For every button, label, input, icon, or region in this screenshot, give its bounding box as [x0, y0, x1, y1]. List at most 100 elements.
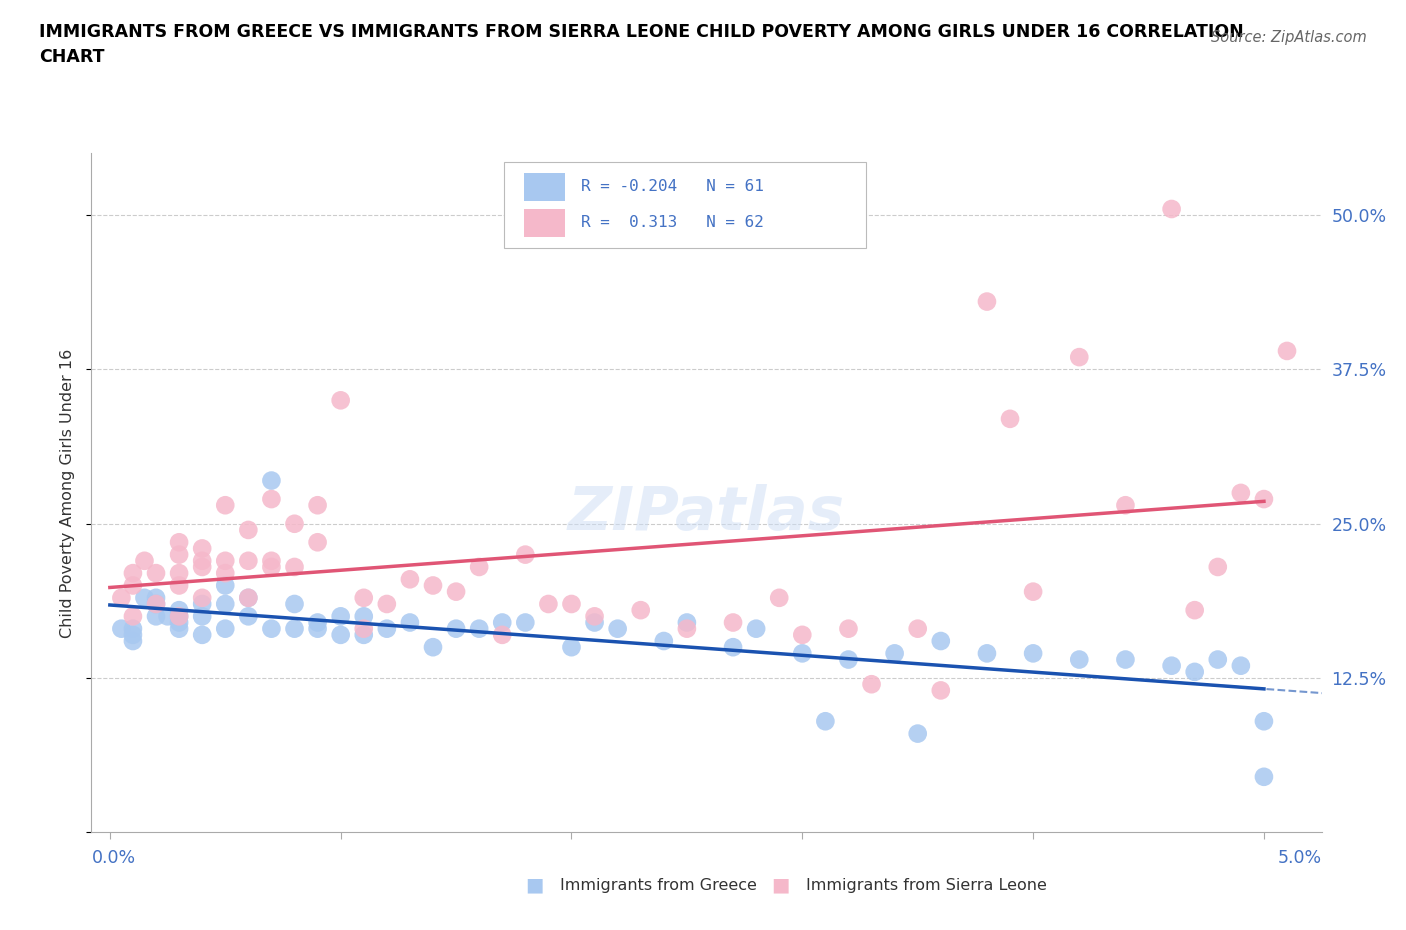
FancyBboxPatch shape	[503, 162, 866, 248]
Point	[238, 591, 260, 605]
Point	[907, 726, 929, 741]
Point	[837, 621, 859, 636]
Point	[537, 596, 560, 611]
Point	[145, 596, 167, 611]
Point	[307, 535, 329, 550]
Point	[110, 591, 132, 605]
Point	[145, 591, 167, 605]
Text: Source: ZipAtlas.com: Source: ZipAtlas.com	[1211, 30, 1367, 45]
Point	[167, 609, 190, 624]
Point	[145, 565, 167, 580]
Point	[1022, 584, 1045, 599]
Point	[883, 646, 905, 661]
Point	[606, 621, 628, 636]
Point	[1253, 714, 1275, 729]
Point	[560, 640, 582, 655]
Point	[515, 547, 537, 562]
Point	[353, 591, 375, 605]
Point	[191, 591, 214, 605]
Point	[837, 652, 859, 667]
Point	[329, 392, 352, 407]
Point	[1230, 658, 1253, 673]
Point	[976, 294, 998, 309]
Point	[353, 628, 375, 643]
Point	[560, 596, 582, 611]
Bar	[524, 208, 565, 237]
Point	[191, 609, 214, 624]
Point	[399, 615, 422, 630]
Point	[1184, 664, 1206, 679]
Text: IMMIGRANTS FROM GREECE VS IMMIGRANTS FROM SIERRA LEONE CHILD POVERTY AMONG GIRLS: IMMIGRANTS FROM GREECE VS IMMIGRANTS FRO…	[39, 23, 1244, 41]
Point	[122, 578, 145, 593]
Point	[260, 553, 283, 568]
Point	[929, 633, 952, 648]
Text: ■: ■	[524, 876, 544, 895]
Point	[214, 578, 236, 593]
Point	[283, 621, 305, 636]
Point	[134, 553, 156, 568]
Point	[329, 609, 352, 624]
Point	[375, 596, 398, 611]
Point	[145, 609, 167, 624]
Point	[307, 498, 329, 512]
Point	[167, 621, 190, 636]
Point	[122, 633, 145, 648]
Point	[167, 609, 190, 624]
Point	[1160, 202, 1182, 217]
Point	[191, 596, 214, 611]
Point	[814, 714, 837, 729]
Point	[167, 578, 190, 593]
Point	[283, 596, 305, 611]
Point	[1114, 652, 1136, 667]
Point	[444, 621, 467, 636]
Point	[1253, 492, 1275, 507]
Point	[110, 621, 132, 636]
Point	[1022, 646, 1045, 661]
Point	[929, 683, 952, 698]
Point	[468, 621, 491, 636]
Point	[583, 615, 606, 630]
Point	[122, 628, 145, 643]
Point	[260, 621, 283, 636]
Point	[260, 560, 283, 575]
Point	[468, 560, 491, 575]
Point	[721, 640, 744, 655]
Point	[721, 615, 744, 630]
Text: Immigrants from Greece: Immigrants from Greece	[560, 878, 756, 893]
Point	[167, 535, 190, 550]
Point	[122, 609, 145, 624]
Point	[307, 615, 329, 630]
Point	[191, 541, 214, 556]
Point	[1206, 560, 1229, 575]
Point	[792, 646, 814, 661]
Point	[191, 553, 214, 568]
Point	[238, 591, 260, 605]
Point	[1230, 485, 1253, 500]
Point	[1069, 350, 1091, 365]
Point	[214, 498, 236, 512]
Point	[145, 596, 167, 611]
Point	[583, 609, 606, 624]
Text: R = -0.204   N = 61: R = -0.204 N = 61	[581, 179, 763, 194]
Point	[191, 628, 214, 643]
Point	[399, 572, 422, 587]
Point	[976, 646, 998, 661]
Point	[353, 621, 375, 636]
Point	[491, 615, 513, 630]
Point	[1275, 343, 1298, 358]
Point	[307, 621, 329, 636]
Point	[1069, 652, 1091, 667]
Point	[214, 596, 236, 611]
Point	[652, 633, 675, 648]
Point	[745, 621, 768, 636]
Text: 0.0%: 0.0%	[91, 849, 135, 868]
Point	[676, 621, 699, 636]
Point	[515, 615, 537, 630]
Point	[238, 523, 260, 538]
Text: ■: ■	[770, 876, 790, 895]
Point	[1253, 769, 1275, 784]
Text: R =  0.313   N = 62: R = 0.313 N = 62	[581, 215, 763, 230]
Point	[444, 584, 467, 599]
Point	[214, 565, 236, 580]
Text: Immigrants from Sierra Leone: Immigrants from Sierra Leone	[806, 878, 1046, 893]
